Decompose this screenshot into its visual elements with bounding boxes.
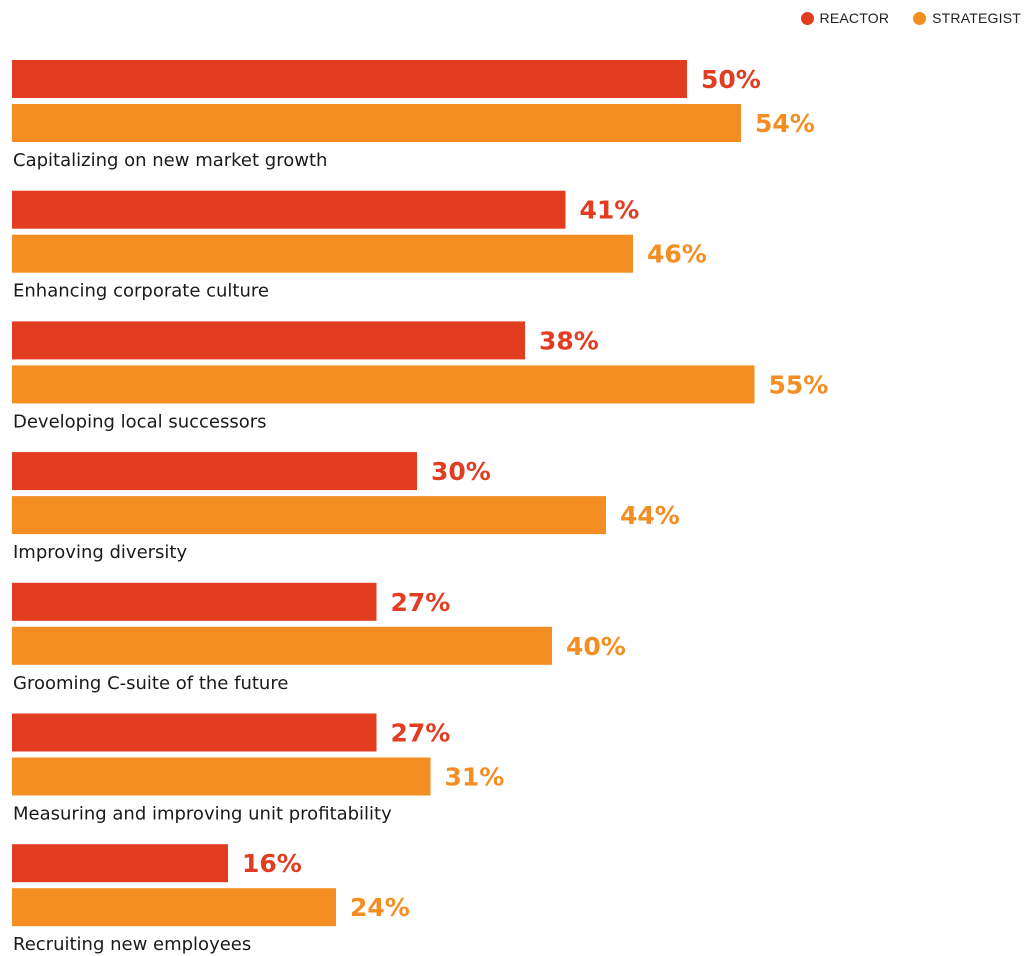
bar-value-label: 24%: [350, 893, 410, 922]
bar-value-label: 44%: [620, 501, 680, 530]
bar-value-label: 30%: [431, 457, 491, 486]
category-label: Capitalizing on new market growth: [13, 150, 327, 171]
bar-group: 30% 44% Improving diversity: [12, 452, 680, 563]
bar-strategist: [12, 626, 552, 665]
category-label: Measuring and improving unit profitabili…: [13, 804, 392, 825]
bar-value-label: 31%: [445, 763, 505, 792]
reactor-dot-icon: [800, 11, 814, 25]
category-label: Recruiting new employees: [13, 934, 251, 955]
bar-strategist: [12, 234, 633, 273]
bar-group: 27% 40% Grooming C-suite of the future: [12, 582, 626, 694]
bar-reactor: [12, 582, 377, 621]
bar-value-label: 27%: [391, 719, 451, 748]
bar-group: 16% 24% Recruiting new employees: [12, 844, 410, 955]
bar-value-label: 46%: [647, 240, 707, 269]
bar-value-label: 50%: [701, 65, 761, 94]
bar-reactor: [12, 844, 228, 883]
legend-label-reactor: REACTOR: [819, 10, 890, 26]
bar-value-label: 27%: [391, 588, 451, 617]
bar-strategist: [12, 888, 336, 927]
bar-reactor: [12, 713, 377, 752]
bar-value-label: 38%: [539, 326, 599, 355]
strategist-dot-icon: [913, 11, 927, 25]
legend: REACTOR STRATEGIST: [800, 10, 1021, 26]
bar-reactor: [12, 190, 566, 229]
category-label: Developing local successors: [13, 411, 267, 432]
bar-group: 41%46% Enhancing corporate culture: [12, 190, 707, 302]
legend-label-strategist: STRATEGIST: [932, 10, 1021, 26]
bar-value-label: 41%: [580, 196, 640, 225]
bar-group: 50% 54% Capitalizing on new market growth: [12, 60, 815, 171]
bar-value-label: 16%: [242, 849, 302, 878]
bar-strategist: [12, 365, 755, 404]
bar-value-label: 40%: [566, 632, 626, 661]
bar-value-label: 55%: [769, 370, 829, 399]
bar-strategist: [12, 104, 741, 142]
bar-strategist: [12, 757, 431, 796]
bar-group: 38% 55% Developing local successors: [12, 321, 828, 432]
category-label: Grooming C-suite of the future: [13, 673, 288, 694]
bar-group: 27% 31% Measuring and improving unit profi…: [12, 713, 505, 825]
legend-item-strategist: STRATEGIST: [913, 10, 1021, 26]
legend-item-reactor: REACTOR: [800, 10, 890, 26]
bar-reactor: [12, 60, 687, 98]
category-label: Enhancing corporate culture: [13, 281, 269, 302]
bar-reactor: [12, 321, 525, 360]
bar-value-label: 54%: [755, 109, 815, 138]
bar-reactor: [12, 452, 417, 491]
bar-strategist: [12, 496, 606, 535]
category-label: Improving diversity: [13, 542, 187, 563]
